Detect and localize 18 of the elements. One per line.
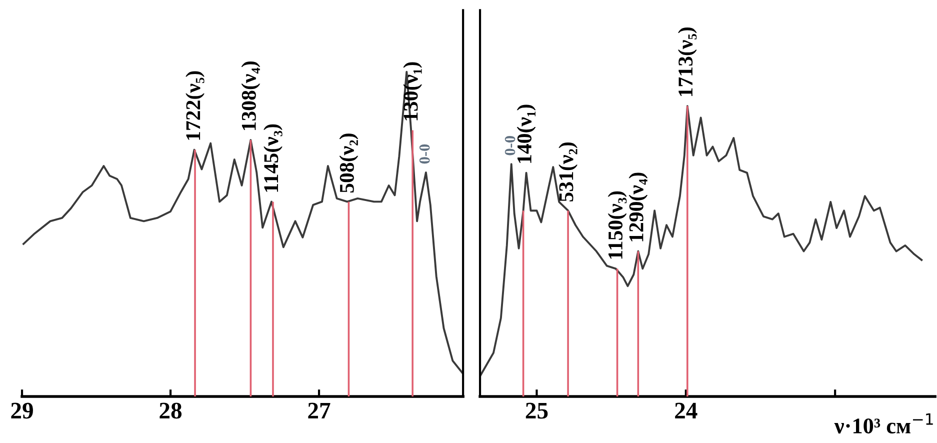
x-tick-label: 24: [675, 402, 698, 418]
annotation: 130(ν₁): [403, 62, 422, 120]
annotation: 1713(ν₅): [678, 28, 697, 96]
x-axis-title: ν·10³ см$^{−1}$: [834, 413, 933, 434]
annotation: 1308(ν₄): [241, 62, 260, 130]
annotation: 140(ν₁): [516, 104, 536, 163]
x-tick-label: 28: [160, 402, 182, 419]
annotation: 1150(ν₃): [608, 191, 627, 259]
annotation: 508(ν₂): [339, 134, 358, 193]
x-tick-label: 25: [526, 402, 548, 419]
annotation: 0-0: [504, 136, 516, 156]
annotation: 1145(ν₃): [264, 124, 282, 192]
x-tick-label: 29: [11, 402, 33, 419]
annotation: 0-0: [419, 144, 430, 164]
annotation: 1722(ν₅): [186, 71, 204, 140]
annotation: 531(ν₂): [558, 142, 578, 202]
x-tick-label: 27: [308, 402, 330, 418]
annotation: 1290(ν₄): [628, 172, 648, 242]
